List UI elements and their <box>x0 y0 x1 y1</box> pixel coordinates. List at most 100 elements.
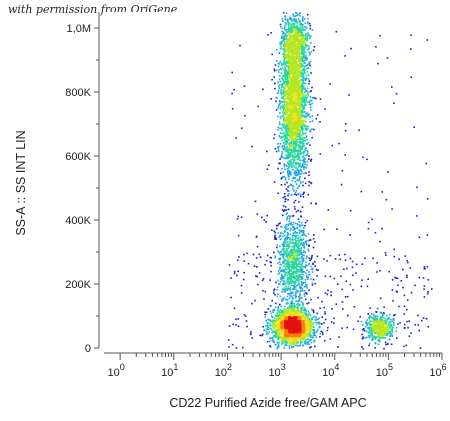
scatter-point <box>277 345 280 347</box>
scatter-point <box>302 77 305 80</box>
scatter-point <box>301 172 303 174</box>
scatter-point <box>294 133 297 136</box>
scatter-point <box>288 257 290 259</box>
scatter-point <box>299 164 301 167</box>
scatter-point <box>286 341 288 343</box>
scatter-point <box>384 252 387 254</box>
scatter-point <box>285 64 287 67</box>
scatter-point <box>342 308 344 310</box>
scatter-point <box>287 88 289 91</box>
scatter-point <box>292 311 295 313</box>
scatter-point <box>304 317 306 320</box>
scatter-point <box>303 295 306 297</box>
scatter-point <box>281 337 283 339</box>
scatter-point <box>281 124 284 126</box>
scatter-point <box>294 28 297 30</box>
scatter-point <box>308 184 310 187</box>
scatter-point <box>316 312 319 315</box>
scatter-point <box>279 281 282 283</box>
scatter-point <box>284 282 286 285</box>
scatter-point <box>308 324 311 326</box>
scatter-point <box>299 293 301 295</box>
scatter-point <box>313 341 315 343</box>
scatter-point <box>296 42 299 45</box>
scatter-point <box>303 123 305 126</box>
scatter-point <box>304 46 307 49</box>
scatter-point <box>264 316 267 318</box>
scatter-point <box>301 141 304 143</box>
scatter-point <box>290 51 293 54</box>
scatter-point <box>283 91 286 93</box>
scatter-point <box>299 22 301 24</box>
scatter-point <box>299 193 302 196</box>
scatter-point <box>284 226 286 228</box>
scatter-point <box>305 37 307 40</box>
scatter-point <box>276 314 278 317</box>
scatter-point <box>312 246 315 249</box>
scatter-point <box>301 93 304 96</box>
scatter-point <box>289 294 291 297</box>
scatter-point <box>294 294 297 297</box>
scatter-point <box>301 311 303 314</box>
scatter-point <box>289 237 291 240</box>
scatter-point <box>386 343 389 345</box>
scatter-point <box>298 68 301 70</box>
scatter-point <box>268 337 271 339</box>
scatter-point <box>329 338 332 340</box>
scatter-point <box>284 177 287 179</box>
scatter-point <box>296 64 299 66</box>
scatter-point <box>290 174 292 176</box>
scatter-point <box>292 288 294 290</box>
scatter-point <box>298 263 300 265</box>
scatter-point <box>310 72 312 74</box>
scatter-point <box>283 75 286 78</box>
scatter-point <box>303 168 305 170</box>
scatter-point <box>311 120 314 122</box>
scatter-point <box>302 138 305 141</box>
scatter-point <box>280 96 283 99</box>
scatter-point <box>290 122 292 125</box>
scatter-point <box>308 334 311 337</box>
scatter-point <box>286 274 288 277</box>
scatter-point <box>296 291 299 294</box>
scatter-point <box>274 335 276 338</box>
scatter-point <box>371 336 374 339</box>
scatter-point <box>304 341 306 343</box>
scatter-point <box>289 216 291 218</box>
scatter-point <box>338 336 340 338</box>
scatter-point <box>302 145 305 147</box>
scatter-point <box>279 132 282 134</box>
scatter-point <box>365 337 367 339</box>
scatter-point <box>277 89 280 92</box>
scatter-point <box>289 171 291 173</box>
scatter-point <box>292 155 294 158</box>
scatter-point <box>295 190 298 192</box>
scatter-point <box>385 198 388 201</box>
scatter-point <box>283 258 286 260</box>
scatter-point <box>287 129 290 132</box>
scatter-point <box>310 258 313 260</box>
scatter-point <box>294 296 297 299</box>
scatter-point <box>383 306 385 308</box>
scatter-point <box>298 106 301 108</box>
scatter-point <box>291 22 294 25</box>
scatter-point <box>281 146 284 148</box>
scatter-point <box>318 325 321 328</box>
scatter-point <box>274 314 277 316</box>
scatter-point <box>293 60 295 62</box>
scatter-point <box>287 24 290 26</box>
scatter-point <box>289 65 291 67</box>
scatter-point <box>297 50 299 52</box>
scatter-point <box>297 280 300 282</box>
scatter-point <box>298 178 301 180</box>
scatter-point <box>377 335 380 338</box>
scatter-point <box>288 44 290 47</box>
scatter-point <box>268 319 271 321</box>
scatter-point <box>389 323 392 325</box>
scatter-point <box>263 329 265 331</box>
scatter-point <box>303 98 305 100</box>
scatter-point <box>310 298 312 301</box>
scatter-point <box>293 253 296 255</box>
scatter-point <box>285 164 288 167</box>
scatter-point <box>291 303 294 305</box>
